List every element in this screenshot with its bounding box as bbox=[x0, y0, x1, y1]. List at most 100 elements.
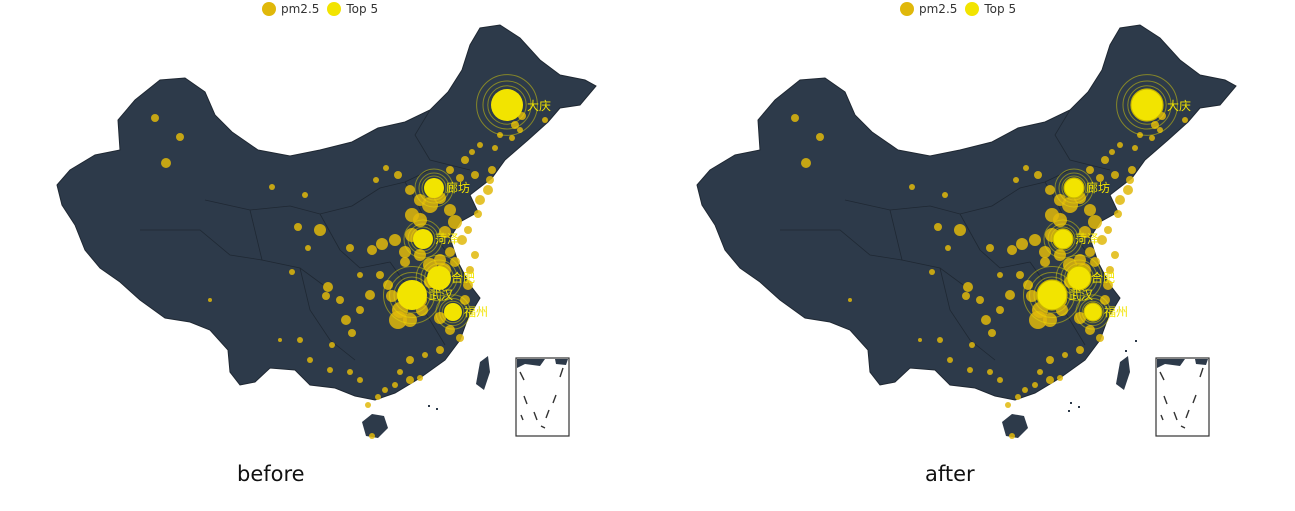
pm25-bubble[interactable] bbox=[1096, 174, 1104, 182]
top5-marker[interactable]: 廊坊 bbox=[414, 168, 470, 208]
top5-marker[interactable]: 合肥 bbox=[1055, 254, 1115, 302]
pm25-bubble[interactable] bbox=[436, 346, 444, 354]
pm25-bubble[interactable] bbox=[1046, 356, 1054, 364]
pm25-bubble[interactable] bbox=[1074, 312, 1086, 324]
pm25-bubble[interactable] bbox=[816, 133, 824, 141]
pm25-bubble[interactable] bbox=[1111, 171, 1119, 179]
pm25-bubble[interactable] bbox=[1097, 235, 1107, 245]
pm25-bubble[interactable] bbox=[483, 185, 493, 195]
pm25-bubble[interactable] bbox=[988, 329, 996, 337]
pm25-bubble[interactable] bbox=[1157, 127, 1163, 133]
pm25-bubble[interactable] bbox=[1057, 375, 1063, 381]
pm25-bubble[interactable] bbox=[400, 257, 410, 267]
pm25-bubble[interactable] bbox=[1045, 185, 1055, 195]
top5-marker[interactable]: 福州 bbox=[1075, 294, 1128, 330]
pm25-bubble[interactable] bbox=[406, 356, 414, 364]
pm25-bubble[interactable] bbox=[969, 342, 975, 348]
pm25-bubble[interactable] bbox=[414, 194, 426, 206]
pm25-bubble[interactable] bbox=[517, 127, 523, 133]
pm25-bubble[interactable] bbox=[1016, 238, 1028, 250]
pm25-bubble[interactable] bbox=[373, 177, 379, 183]
pm25-bubble[interactable] bbox=[1123, 185, 1133, 195]
top5-bubble[interactable] bbox=[1036, 279, 1068, 311]
pm25-bubble[interactable] bbox=[945, 245, 951, 251]
pm25-bubble[interactable] bbox=[1117, 142, 1123, 148]
pm25-bubble[interactable] bbox=[348, 329, 356, 337]
pm25-bubble[interactable] bbox=[357, 272, 363, 278]
pm25-bubble[interactable] bbox=[488, 166, 496, 174]
pm25-bubble[interactable] bbox=[477, 142, 483, 148]
pm25-bubble[interactable] bbox=[422, 352, 428, 358]
pm25-bubble[interactable] bbox=[365, 290, 375, 300]
pm25-bubble[interactable] bbox=[962, 292, 970, 300]
pm25-bubble[interactable] bbox=[464, 226, 472, 234]
pm25-bubble[interactable] bbox=[294, 223, 302, 231]
pm25-bubble[interactable] bbox=[314, 224, 326, 236]
pm25-bubble[interactable] bbox=[1128, 166, 1136, 174]
pm25-bubble[interactable] bbox=[376, 238, 388, 250]
pm25-bubble[interactable] bbox=[365, 402, 371, 408]
pm25-bubble[interactable] bbox=[1026, 290, 1038, 302]
top5-marker[interactable]: 武汉 bbox=[1023, 266, 1094, 324]
pm25-bubble[interactable] bbox=[357, 377, 363, 383]
pm25-bubble[interactable] bbox=[151, 114, 159, 122]
pm25-bubble[interactable] bbox=[1032, 382, 1038, 388]
pm25-bubble[interactable] bbox=[1034, 171, 1042, 179]
pm25-bubble[interactable] bbox=[322, 292, 330, 300]
pm25-bubble[interactable] bbox=[1076, 346, 1084, 354]
top5-marker[interactable]: 菏泽 bbox=[403, 219, 459, 259]
pm25-bubble[interactable] bbox=[791, 114, 799, 122]
pm25-bubble[interactable] bbox=[444, 204, 456, 216]
pm25-bubble[interactable] bbox=[417, 375, 423, 381]
pm25-bubble[interactable] bbox=[1114, 210, 1122, 218]
pm25-bubble[interactable] bbox=[1013, 177, 1019, 183]
pm25-bubble[interactable] bbox=[1029, 311, 1047, 329]
pm25-bubble[interactable] bbox=[1086, 166, 1094, 174]
pm25-bubble[interactable] bbox=[1062, 352, 1068, 358]
top5-marker[interactable]: 合肥 bbox=[415, 254, 475, 302]
pm25-bubble[interactable] bbox=[1104, 226, 1112, 234]
pm25-bubble[interactable] bbox=[511, 121, 519, 129]
pm25-bubble[interactable] bbox=[1096, 334, 1104, 342]
pm25-bubble[interactable] bbox=[918, 338, 922, 342]
legend-item-top5[interactable]: Top 5 bbox=[965, 2, 1016, 16]
pm25-bubble[interactable] bbox=[1085, 247, 1095, 257]
pm25-bubble[interactable] bbox=[161, 158, 171, 168]
pm25-bubble[interactable] bbox=[382, 387, 388, 393]
pm25-bubble[interactable] bbox=[986, 244, 994, 252]
pm25-bubble[interactable] bbox=[474, 210, 482, 218]
pm25-bubble[interactable] bbox=[302, 192, 308, 198]
top5-bubble[interactable] bbox=[1063, 177, 1085, 199]
top5-bubble[interactable] bbox=[413, 229, 433, 249]
pm25-bubble[interactable] bbox=[434, 254, 446, 266]
pm25-bubble[interactable] bbox=[997, 377, 1003, 383]
pm25-bubble[interactable] bbox=[987, 369, 993, 375]
pm25-bubble[interactable] bbox=[392, 382, 398, 388]
pm25-bubble[interactable] bbox=[937, 337, 943, 343]
pm25-bubble[interactable] bbox=[356, 306, 364, 314]
pm25-bubble[interactable] bbox=[269, 184, 275, 190]
pm25-bubble[interactable] bbox=[329, 342, 335, 348]
pm25-bubble[interactable] bbox=[336, 296, 344, 304]
pm25-bubble[interactable] bbox=[848, 298, 852, 302]
pm25-bubble[interactable] bbox=[1054, 194, 1066, 206]
top5-marker[interactable]: 廊坊 bbox=[1054, 168, 1110, 208]
pm25-bubble[interactable] bbox=[394, 171, 402, 179]
top5-marker[interactable]: 大庆 bbox=[1116, 74, 1191, 136]
pm25-bubble[interactable] bbox=[1088, 215, 1102, 229]
pm25-bubble[interactable] bbox=[1079, 226, 1091, 238]
top5-marker[interactable]: 武汉 bbox=[383, 266, 454, 324]
pm25-bubble[interactable] bbox=[1005, 402, 1011, 408]
pm25-bubble[interactable] bbox=[414, 249, 426, 261]
pm25-bubble[interactable] bbox=[1151, 121, 1159, 129]
pm25-bubble[interactable] bbox=[375, 394, 381, 400]
pm25-bubble[interactable] bbox=[542, 117, 548, 123]
pm25-bubble[interactable] bbox=[406, 376, 414, 384]
pm25-bubble[interactable] bbox=[297, 337, 303, 343]
pm25-bubble[interactable] bbox=[1101, 156, 1109, 164]
pm25-bubble[interactable] bbox=[383, 165, 389, 171]
pm25-bubble[interactable] bbox=[422, 197, 438, 213]
pm25-bubble[interactable] bbox=[450, 257, 460, 267]
